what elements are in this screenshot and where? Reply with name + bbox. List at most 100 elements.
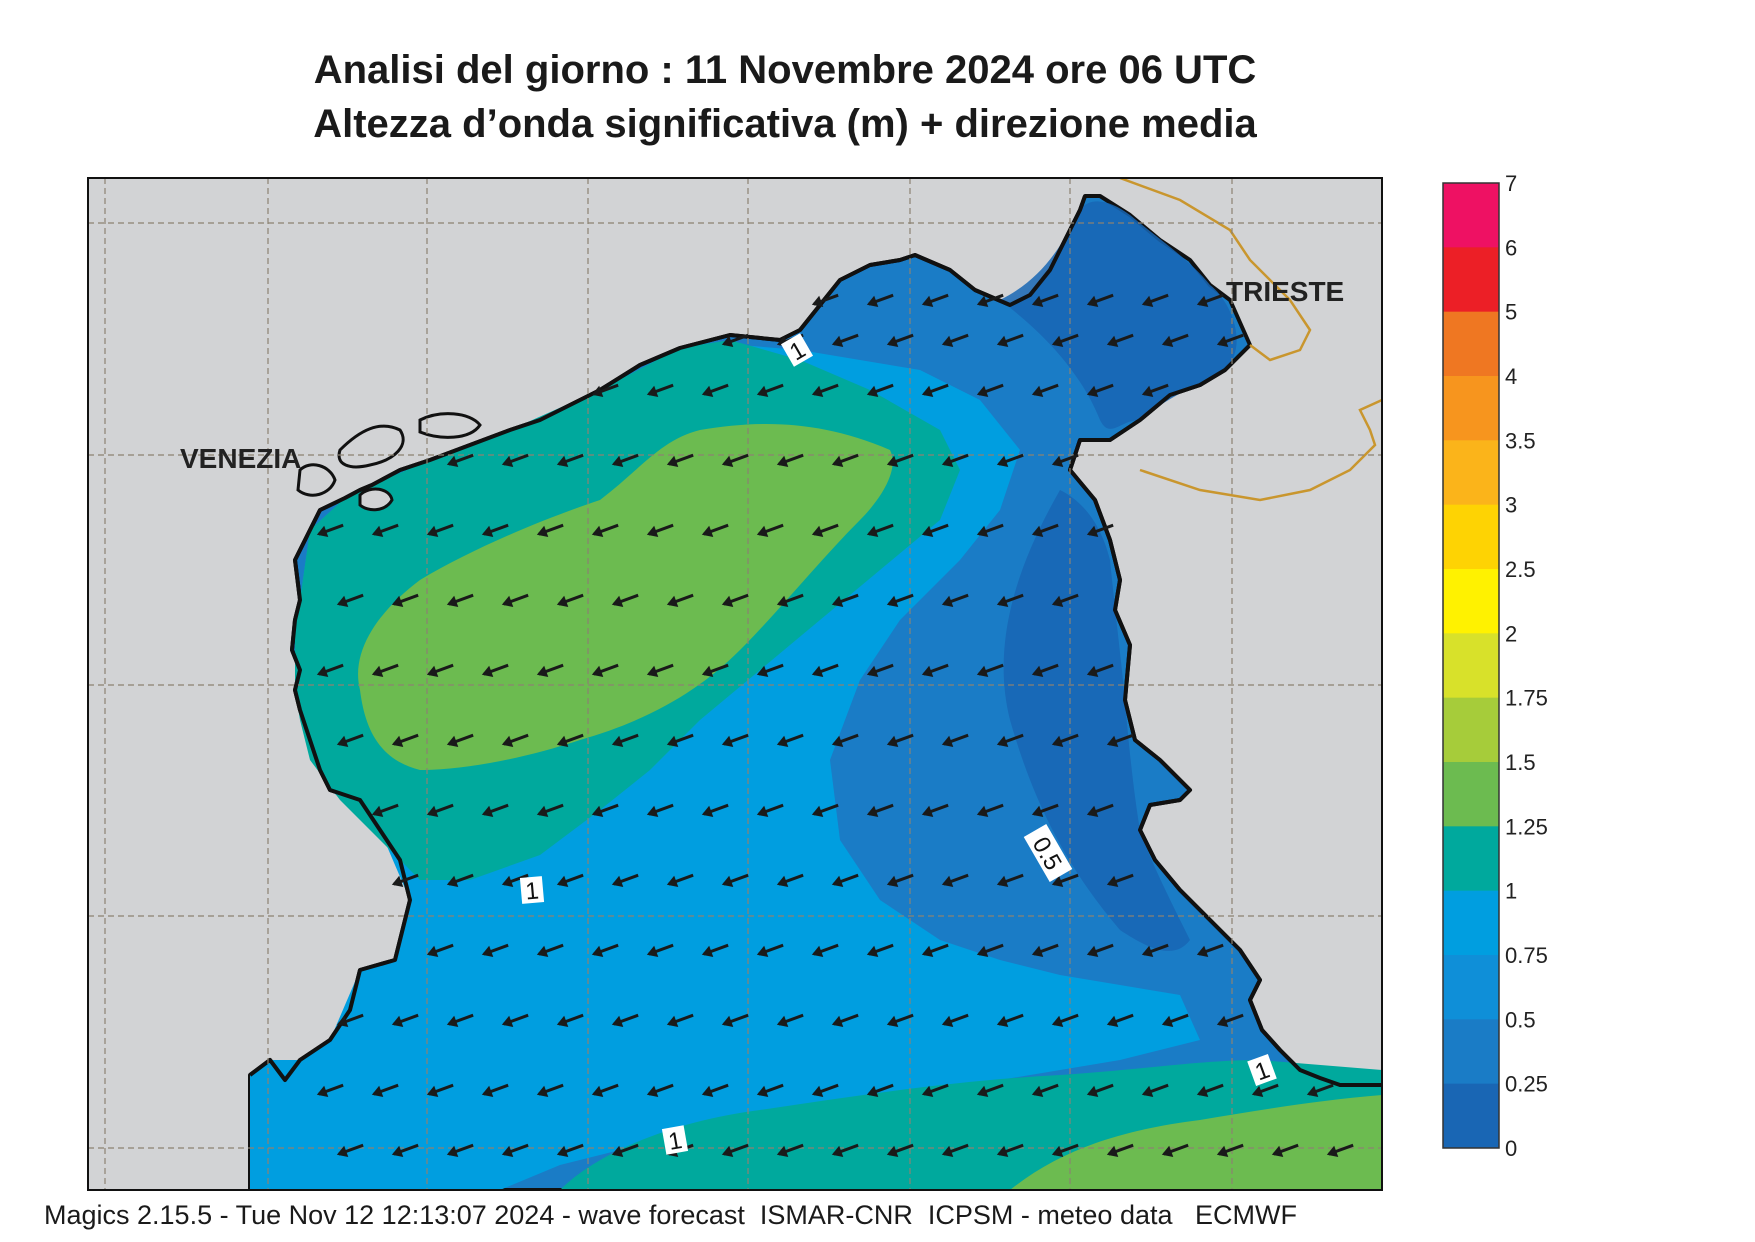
- direction-arrow: [336, 593, 364, 608]
- contour-label: 1: [519, 876, 545, 906]
- direction-arrow: [776, 873, 804, 888]
- direction-arrow: [756, 383, 784, 398]
- direction-arrow: [1031, 663, 1059, 678]
- direction-arrow: [921, 293, 949, 308]
- direction-arrow: [756, 943, 784, 958]
- direction-arrow: [831, 593, 859, 608]
- direction-arrow: [941, 453, 969, 468]
- legend-swatch: [1443, 890, 1499, 956]
- legend-label: 7: [1505, 171, 1517, 196]
- coastline: [248, 195, 1382, 1087]
- contour-label: 1: [1247, 1054, 1277, 1086]
- title-line-2: Altezza d’onda significativa (m) + direz…: [313, 102, 1257, 146]
- legend-swatch: [1443, 955, 1499, 1020]
- direction-arrow: [811, 1083, 839, 1098]
- direction-arrow: [996, 1013, 1024, 1028]
- direction-arrow: [426, 663, 454, 678]
- direction-arrow: [1031, 523, 1059, 538]
- direction-arrow: [666, 453, 694, 468]
- direction-arrow: [701, 1083, 729, 1098]
- direction-arrow: [1196, 293, 1224, 308]
- direction-arrow: [1031, 383, 1059, 398]
- legend-swatch: [1443, 311, 1499, 377]
- direction-arrow: [1326, 1143, 1354, 1158]
- direction-arrow: [866, 523, 894, 538]
- direction-arrow: [701, 803, 729, 818]
- direction-arrow: [611, 1143, 639, 1158]
- direction-arrow: [701, 523, 729, 538]
- direction-arrow: [1086, 943, 1114, 958]
- direction-arrow: [501, 1143, 529, 1158]
- direction-arrow: [776, 1013, 804, 1028]
- direction-arrow: [591, 383, 619, 398]
- direction-arrow: [1051, 593, 1079, 608]
- direction-arrow: [1051, 873, 1079, 888]
- legend-swatch: [1443, 247, 1499, 313]
- direction-arrow: [1051, 333, 1079, 348]
- direction-arrow: [1106, 733, 1134, 748]
- direction-arrow: [446, 733, 474, 748]
- direction-arrow: [1086, 1083, 1114, 1098]
- direction-arrow: [646, 523, 674, 538]
- direction-arrow: [1141, 293, 1169, 308]
- direction-arrow: [611, 733, 639, 748]
- direction-arrow: [811, 523, 839, 538]
- direction-arrow: [941, 873, 969, 888]
- direction-arrow: [721, 733, 749, 748]
- direction-arrow: [391, 733, 419, 748]
- direction-arrow: [1196, 1083, 1224, 1098]
- legend-label: 1.75: [1505, 686, 1548, 711]
- direction-arrow: [701, 943, 729, 958]
- direction-arrow: [556, 733, 584, 748]
- direction-arrow: [756, 523, 784, 538]
- direction-arrow: [776, 733, 804, 748]
- direction-arrow: [996, 333, 1024, 348]
- footer-credits: Magics 2.15.5 - Tue Nov 12 12:13:07 2024…: [44, 1200, 1297, 1230]
- direction-arrow: [1086, 293, 1114, 308]
- direction-arrow: [336, 1013, 364, 1028]
- band-0-25-0-5: [1003, 490, 1190, 951]
- direction-arrow: [426, 803, 454, 818]
- direction-arrow: [886, 1013, 914, 1028]
- direction-arrow: [941, 333, 969, 348]
- direction-arrow: [886, 873, 914, 888]
- direction-arrow: [646, 1083, 674, 1098]
- legend-swatch: [1443, 504, 1499, 570]
- direction-arrow: [1031, 1083, 1059, 1098]
- direction-arrow: [1051, 733, 1079, 748]
- direction-arrow: [501, 733, 529, 748]
- legend-label: 0.75: [1505, 943, 1548, 968]
- direction-arrow: [391, 593, 419, 608]
- direction-arrow: [866, 803, 894, 818]
- direction-arrow: [426, 1083, 454, 1098]
- legend-swatch: [1443, 697, 1499, 763]
- direction-arrow: [481, 663, 509, 678]
- legend-swatch: [1443, 569, 1499, 634]
- legend-label: 0.5: [1505, 1007, 1536, 1032]
- direction-arrow: [721, 1013, 749, 1028]
- direction-arrow: [941, 1013, 969, 1028]
- direction-arrow: [921, 383, 949, 398]
- direction-arrow: [1106, 1013, 1134, 1028]
- direction-arrow: [811, 943, 839, 958]
- direction-arrow: [556, 593, 584, 608]
- direction-arrow: [1161, 1143, 1189, 1158]
- direction-arrow: [976, 943, 1004, 958]
- direction-arrow: [1031, 943, 1059, 958]
- direction-arrow: [371, 523, 399, 538]
- direction-arrow: [1051, 453, 1079, 468]
- direction-arrow: [536, 523, 564, 538]
- direction-arrow: [776, 453, 804, 468]
- direction-arrow: [756, 803, 784, 818]
- direction-arrow: [611, 593, 639, 608]
- direction-arrow: [921, 663, 949, 678]
- direction-arrow: [646, 943, 674, 958]
- direction-arrow: [391, 1143, 419, 1158]
- legend-label: 1: [1505, 879, 1517, 904]
- direction-arrow: [391, 873, 419, 888]
- direction-arrow: [1031, 293, 1059, 308]
- map-area: 1 1 0.5 1 1 VENEZIA TRIESTE: [88, 178, 1382, 1190]
- direction-arrow: [536, 663, 564, 678]
- direction-arrow: [886, 733, 914, 748]
- legend-label: 5: [1505, 300, 1517, 325]
